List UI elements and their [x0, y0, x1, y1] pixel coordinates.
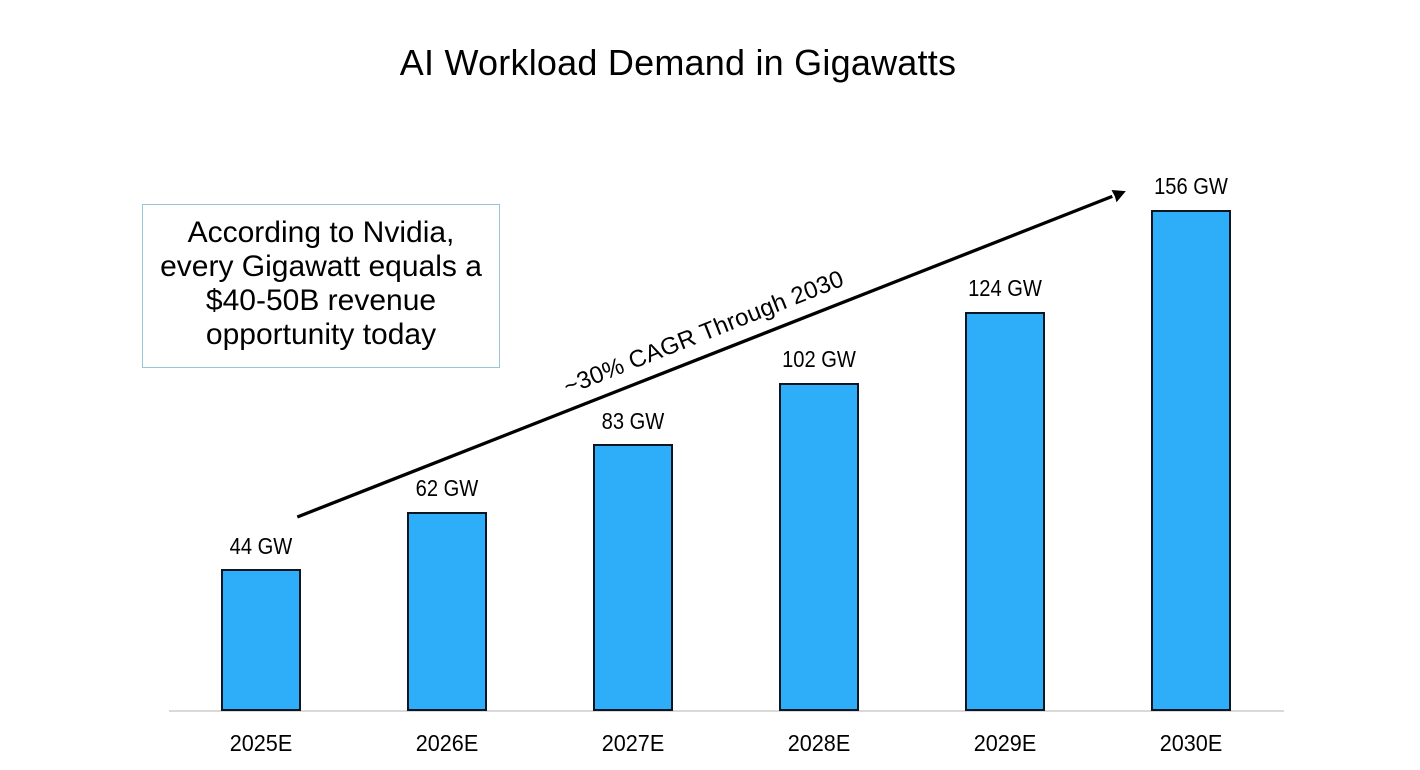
svg-text:~30% CAGR Through 2030: ~30% CAGR Through 2030	[560, 265, 848, 400]
